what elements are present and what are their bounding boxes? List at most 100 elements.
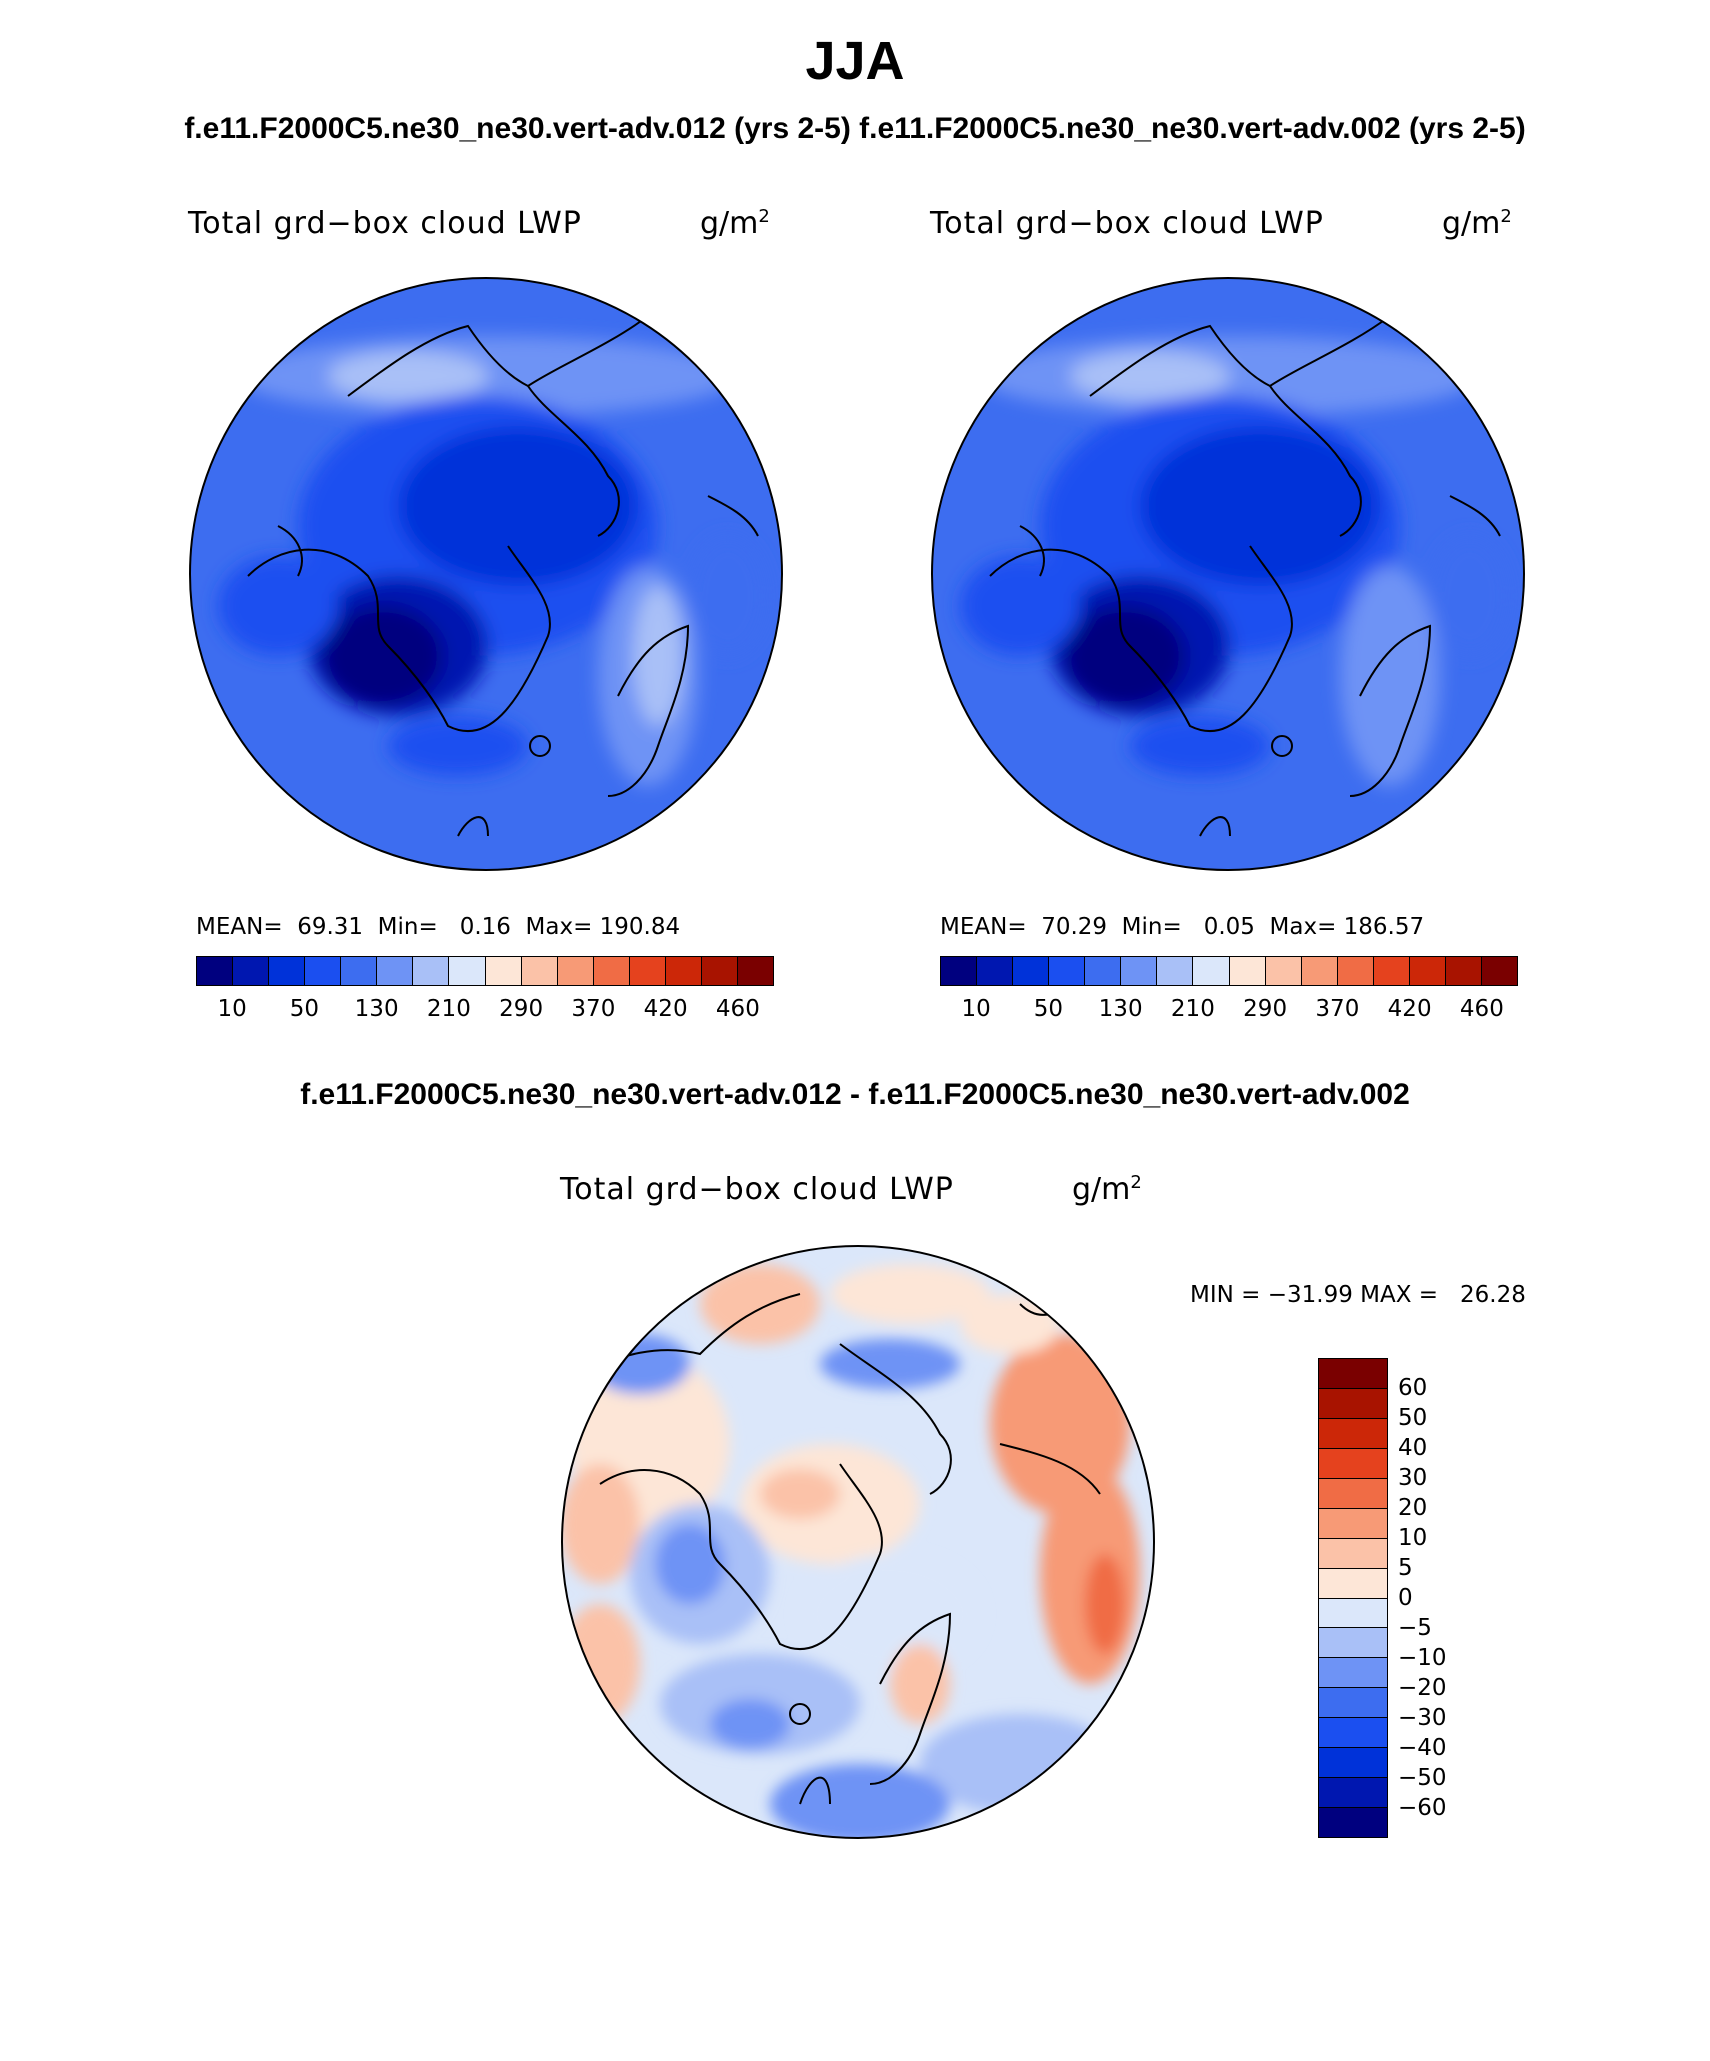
colorbar-tick-label: 130 [1098, 996, 1143, 1022]
colorbar-tick-label: 420 [1387, 996, 1432, 1022]
colorbar-swatch [629, 957, 666, 985]
panel1-colorbar [196, 956, 774, 986]
colorbar-swatch [197, 957, 234, 985]
colorbar-tick-label: −10 [1398, 1645, 1447, 1671]
map-panel2 [931, 277, 1525, 871]
colorbar-swatch [1319, 1808, 1387, 1837]
colorbar-swatch [557, 957, 594, 985]
colorbar-tick-label: −20 [1398, 1675, 1447, 1701]
colorbar-tick-label: 40 [1398, 1435, 1428, 1461]
diff-colorbar [1318, 1358, 1388, 1838]
colorbar-tick-label: 50 [1033, 996, 1064, 1022]
colorbar-swatch [1319, 1688, 1387, 1719]
colorbar-tick-label: −60 [1398, 1795, 1447, 1821]
colorbar-swatch [233, 957, 270, 985]
colorbar-tick-label: 10 [217, 996, 247, 1022]
colorbar-tick-label: −5 [1398, 1615, 1432, 1641]
colorbar-swatch [341, 957, 378, 985]
colorbar-tick-label: −50 [1398, 1765, 1447, 1791]
map-difference [561, 1245, 1155, 1839]
colorbar-swatch [1319, 1448, 1387, 1479]
colorbar-swatch [1319, 1508, 1387, 1539]
colorbar-swatch [1085, 957, 1122, 985]
colorbar-swatch [1193, 957, 1230, 985]
colorbar-tick-label: 50 [1398, 1405, 1428, 1431]
colorbar-swatch [1319, 1388, 1387, 1419]
panel2-colorbar-ticks: 10 50 130 210 290 370 420 460 [940, 996, 1516, 1026]
colorbar-tick-label: 460 [1459, 996, 1504, 1022]
panel1-colorbar-ticks: 10 50 130 210 290 370 420 460 [196, 996, 772, 1026]
colorbar-swatch [1445, 957, 1482, 985]
panel1-unit-label: g/m2 [700, 206, 770, 241]
colorbar-swatch [377, 957, 414, 985]
colorbar-tick-label: 210 [1170, 996, 1215, 1022]
colorbar-tick-label: 60 [1398, 1375, 1428, 1401]
colorbar-swatch [521, 957, 558, 985]
colorbar-swatch [1319, 1658, 1387, 1689]
colorbar-tick-label: 290 [499, 996, 544, 1022]
colorbar-swatch [1229, 957, 1266, 985]
colorbar-swatch [1409, 957, 1446, 985]
colorbar-swatch [1319, 1538, 1387, 1569]
colorbar-swatch [1319, 1418, 1387, 1449]
colorbar-tick-label: 20 [1398, 1495, 1428, 1521]
colorbar-swatch [1319, 1748, 1387, 1779]
cases-subtitle: f.e11.F2000C5.ne30_ne30.vert-adv.012 (yr… [184, 112, 1526, 145]
colorbar-swatch [1319, 1778, 1387, 1809]
colorbar-swatch [977, 957, 1014, 985]
colorbar-tick-label: 30 [1398, 1465, 1428, 1491]
colorbar-swatch [1319, 1359, 1387, 1389]
colorbar-swatch [1319, 1568, 1387, 1599]
colorbar-swatch [1301, 957, 1338, 985]
colorbar-tick-label: 10 [1398, 1525, 1428, 1551]
diff-minmax: MIN = −31.99 MAX = 26.28 [1190, 1282, 1526, 1308]
colorbar-tick-label: 420 [643, 996, 688, 1022]
colorbar-swatch [701, 957, 738, 985]
colorbar-swatch [1319, 1598, 1387, 1629]
colorbar-swatch [593, 957, 630, 985]
colorbar-swatch [1481, 957, 1517, 985]
colorbar-swatch [1337, 957, 1374, 985]
page-title: JJA [805, 31, 905, 91]
panel2-colorbar [940, 956, 1518, 986]
colorbar-tick-label: 0 [1398, 1585, 1413, 1611]
colorbar-swatch [1049, 957, 1086, 985]
colorbar-tick-label: 460 [715, 996, 760, 1022]
colorbar-tick-label: −40 [1398, 1735, 1447, 1761]
colorbar-swatch [1319, 1478, 1387, 1509]
map-panel1 [189, 277, 783, 871]
colorbar-swatch [1157, 957, 1194, 985]
diff-colorbar-ticks: 60 50 40 30 20 10 5 0 −5 −10 −20 −30 −40 −50 −60 [1398, 1358, 1478, 1836]
panel1-stats: MEAN= 69.31 Min= 0.16 Max= 190.84 [196, 914, 681, 940]
difference-title: f.e11.F2000C5.ne30_ne30.vert-adv.012 - f… [300, 1078, 1410, 1111]
panel2-variable-label: Total grd−box cloud LWP [930, 206, 1324, 241]
colorbar-tick-label: 210 [426, 996, 471, 1022]
panel2-stats: MEAN= 70.29 Min= 0.05 Max= 186.57 [940, 914, 1425, 940]
colorbar-swatch [1121, 957, 1158, 985]
colorbar-swatch [1013, 957, 1050, 985]
panel1-variable-label: Total grd−box cloud LWP [188, 206, 582, 241]
panel2-unit-label: g/m2 [1442, 206, 1512, 241]
colorbar-swatch [1373, 957, 1410, 985]
diff-unit-label: g/m2 [1072, 1172, 1142, 1207]
colorbar-swatch [737, 957, 773, 985]
colorbar-swatch [1265, 957, 1302, 985]
colorbar-tick-label: 370 [571, 996, 616, 1022]
colorbar-tick-label: 370 [1315, 996, 1360, 1022]
colorbar-tick-label: 130 [354, 996, 399, 1022]
diff-variable-label: Total grd−box cloud LWP [560, 1172, 954, 1207]
colorbar-tick-label: −30 [1398, 1705, 1447, 1731]
colorbar-tick-label: 5 [1398, 1555, 1413, 1581]
colorbar-swatch [269, 957, 306, 985]
colorbar-swatch [413, 957, 450, 985]
colorbar-tick-label: 290 [1243, 996, 1288, 1022]
colorbar-tick-label: 50 [289, 996, 320, 1022]
colorbar-swatch [1319, 1628, 1387, 1659]
colorbar-swatch [1319, 1718, 1387, 1749]
colorbar-swatch [485, 957, 522, 985]
colorbar-swatch [449, 957, 486, 985]
colorbar-swatch [665, 957, 702, 985]
colorbar-swatch [941, 957, 978, 985]
colorbar-swatch [305, 957, 342, 985]
colorbar-tick-label: 10 [961, 996, 991, 1022]
